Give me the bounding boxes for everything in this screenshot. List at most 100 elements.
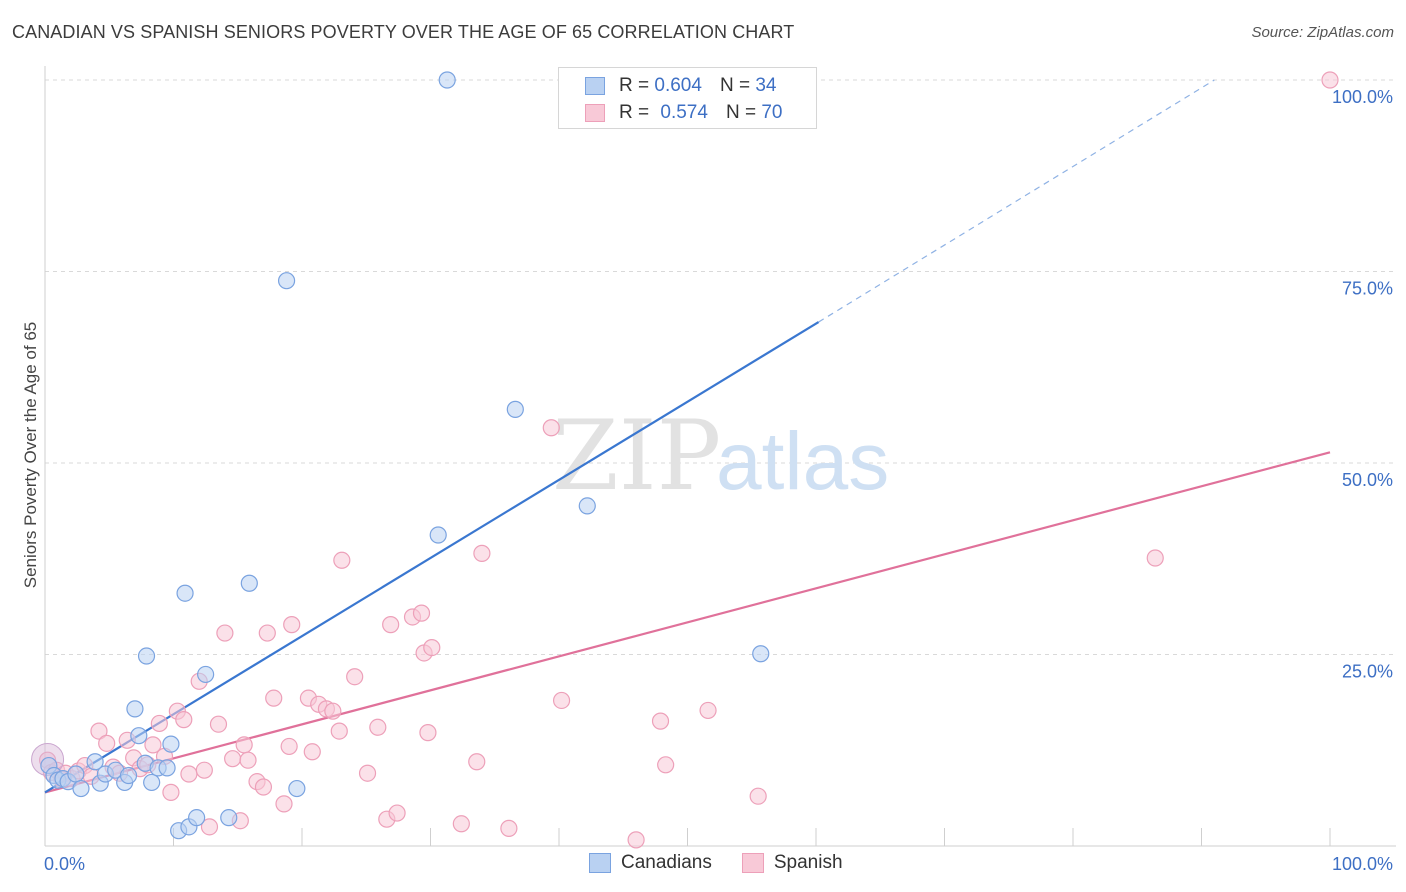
canadian-point [162, 735, 180, 753]
legend-row-canadians: R = 0.604 N = 34 [585, 74, 776, 98]
spanish-point [473, 544, 491, 562]
spanish-point [423, 639, 441, 657]
y-tick-labels: 25.0% 50.0% 75.0% 100.0% [1332, 87, 1393, 682]
spanish-point [216, 624, 234, 642]
watermark-atlas: atlas [716, 416, 889, 507]
canadian-point [240, 574, 258, 592]
spanish-point [333, 551, 351, 569]
spanish-point [452, 815, 470, 833]
spanish-point [209, 715, 228, 733]
canadian-point [277, 272, 296, 290]
axes [44, 66, 1396, 847]
correlation-legend: R = 0.604 N = 34 R = 0.574 N = 70 [558, 67, 817, 129]
canadian-point [130, 727, 148, 745]
spanish-point [419, 724, 437, 742]
spanish-point [500, 819, 518, 837]
spanish-point [175, 711, 193, 729]
watermark: ZIP atlas [552, 400, 889, 512]
spanish-trend-line [44, 451, 1331, 794]
spanish-point [358, 764, 377, 782]
spanish-point [254, 778, 273, 796]
spanish-point [235, 736, 253, 754]
spanish-point [180, 765, 198, 783]
spanish-legend-swatch [741, 853, 764, 873]
canadian-point [578, 497, 596, 515]
canadian-point [126, 700, 144, 718]
spanish-point [330, 722, 348, 740]
canadian-point [438, 71, 456, 89]
spanish-points [31, 71, 1339, 849]
y-tick-label: 75.0% [1342, 279, 1393, 299]
canadian-point [220, 809, 238, 827]
r-label: R = [619, 102, 650, 123]
n-value-canadians: 34 [755, 75, 777, 96]
y-tick-label: 25.0% [1342, 662, 1393, 682]
spanish-point [265, 689, 283, 707]
spanish-point [657, 756, 675, 774]
spanish-point [275, 795, 293, 813]
n-label: N = [725, 102, 757, 123]
spanish-point [699, 701, 717, 720]
r-label: R = [619, 75, 650, 96]
spanish-point [90, 722, 108, 740]
legend-label-canadians: Canadians [621, 852, 712, 873]
spanish-point [651, 712, 670, 730]
legend-row-spanish: R = 0.574 N = 70 [585, 101, 782, 125]
legend-item-spanish: Spanish [741, 852, 843, 874]
spanish-point [552, 691, 571, 710]
source-label: Source: ZipAtlas.com [1251, 24, 1394, 41]
spanish-point [239, 751, 257, 769]
spanish-point [150, 714, 168, 733]
spanish-point [280, 737, 298, 756]
n-value-spanish: 70 [761, 102, 783, 123]
spanish-point [388, 804, 406, 822]
chart-title: CANADIAN VS SPANISH SENIORS POVERTY OVER… [12, 22, 795, 42]
x-tick-label: 0.0% [44, 854, 85, 874]
r-value-spanish: 0.574 [660, 102, 708, 123]
spanish-point [468, 753, 486, 771]
canadian-point [188, 809, 206, 827]
gridlines [45, 79, 1396, 655]
spanish-point [283, 616, 301, 634]
spanish-point [369, 718, 387, 736]
spanish-point [542, 419, 560, 437]
spanish-point [144, 736, 162, 754]
spanish-point [224, 750, 242, 768]
watermark-zip: ZIP [552, 400, 721, 512]
series-legend: Canadians Spanish [589, 852, 873, 874]
canadian-point [197, 665, 215, 684]
spanish-point [324, 702, 342, 720]
canadian-points [40, 71, 770, 840]
spanish-point [258, 624, 276, 642]
legend-item-canadians: Canadians [589, 852, 712, 874]
spanish-point [346, 668, 364, 686]
n-label: N = [719, 75, 751, 96]
canadian-point [752, 645, 770, 663]
canadians-swatch [585, 77, 605, 95]
canadian-point [137, 647, 156, 665]
spanish-point [627, 831, 645, 849]
spanish-swatch [585, 104, 605, 122]
spanish-point [195, 761, 213, 779]
canadian-point [429, 526, 447, 544]
spanish-point [1146, 549, 1164, 567]
spanish-point [200, 818, 219, 836]
y-tick-label: 100.0% [1332, 87, 1393, 107]
spanish-point [412, 604, 431, 622]
canadian-point [143, 773, 161, 792]
legend-label-spanish: Spanish [773, 852, 843, 873]
spanish-point [1321, 71, 1339, 89]
x-tick-labels: 0.0% 100.0% [44, 854, 1393, 874]
canadian-point [176, 584, 194, 602]
spanish-point [303, 743, 321, 761]
spanish-point [162, 783, 180, 801]
canadians-trend-extension [818, 79, 1215, 323]
canadian-point [86, 753, 104, 771]
spanish-point [382, 616, 400, 634]
canadian-point [72, 779, 90, 798]
canadian-point [288, 779, 306, 798]
y-tick-label: 50.0% [1342, 470, 1393, 490]
canadians-legend-swatch [589, 853, 611, 873]
canadian-point [67, 765, 85, 783]
